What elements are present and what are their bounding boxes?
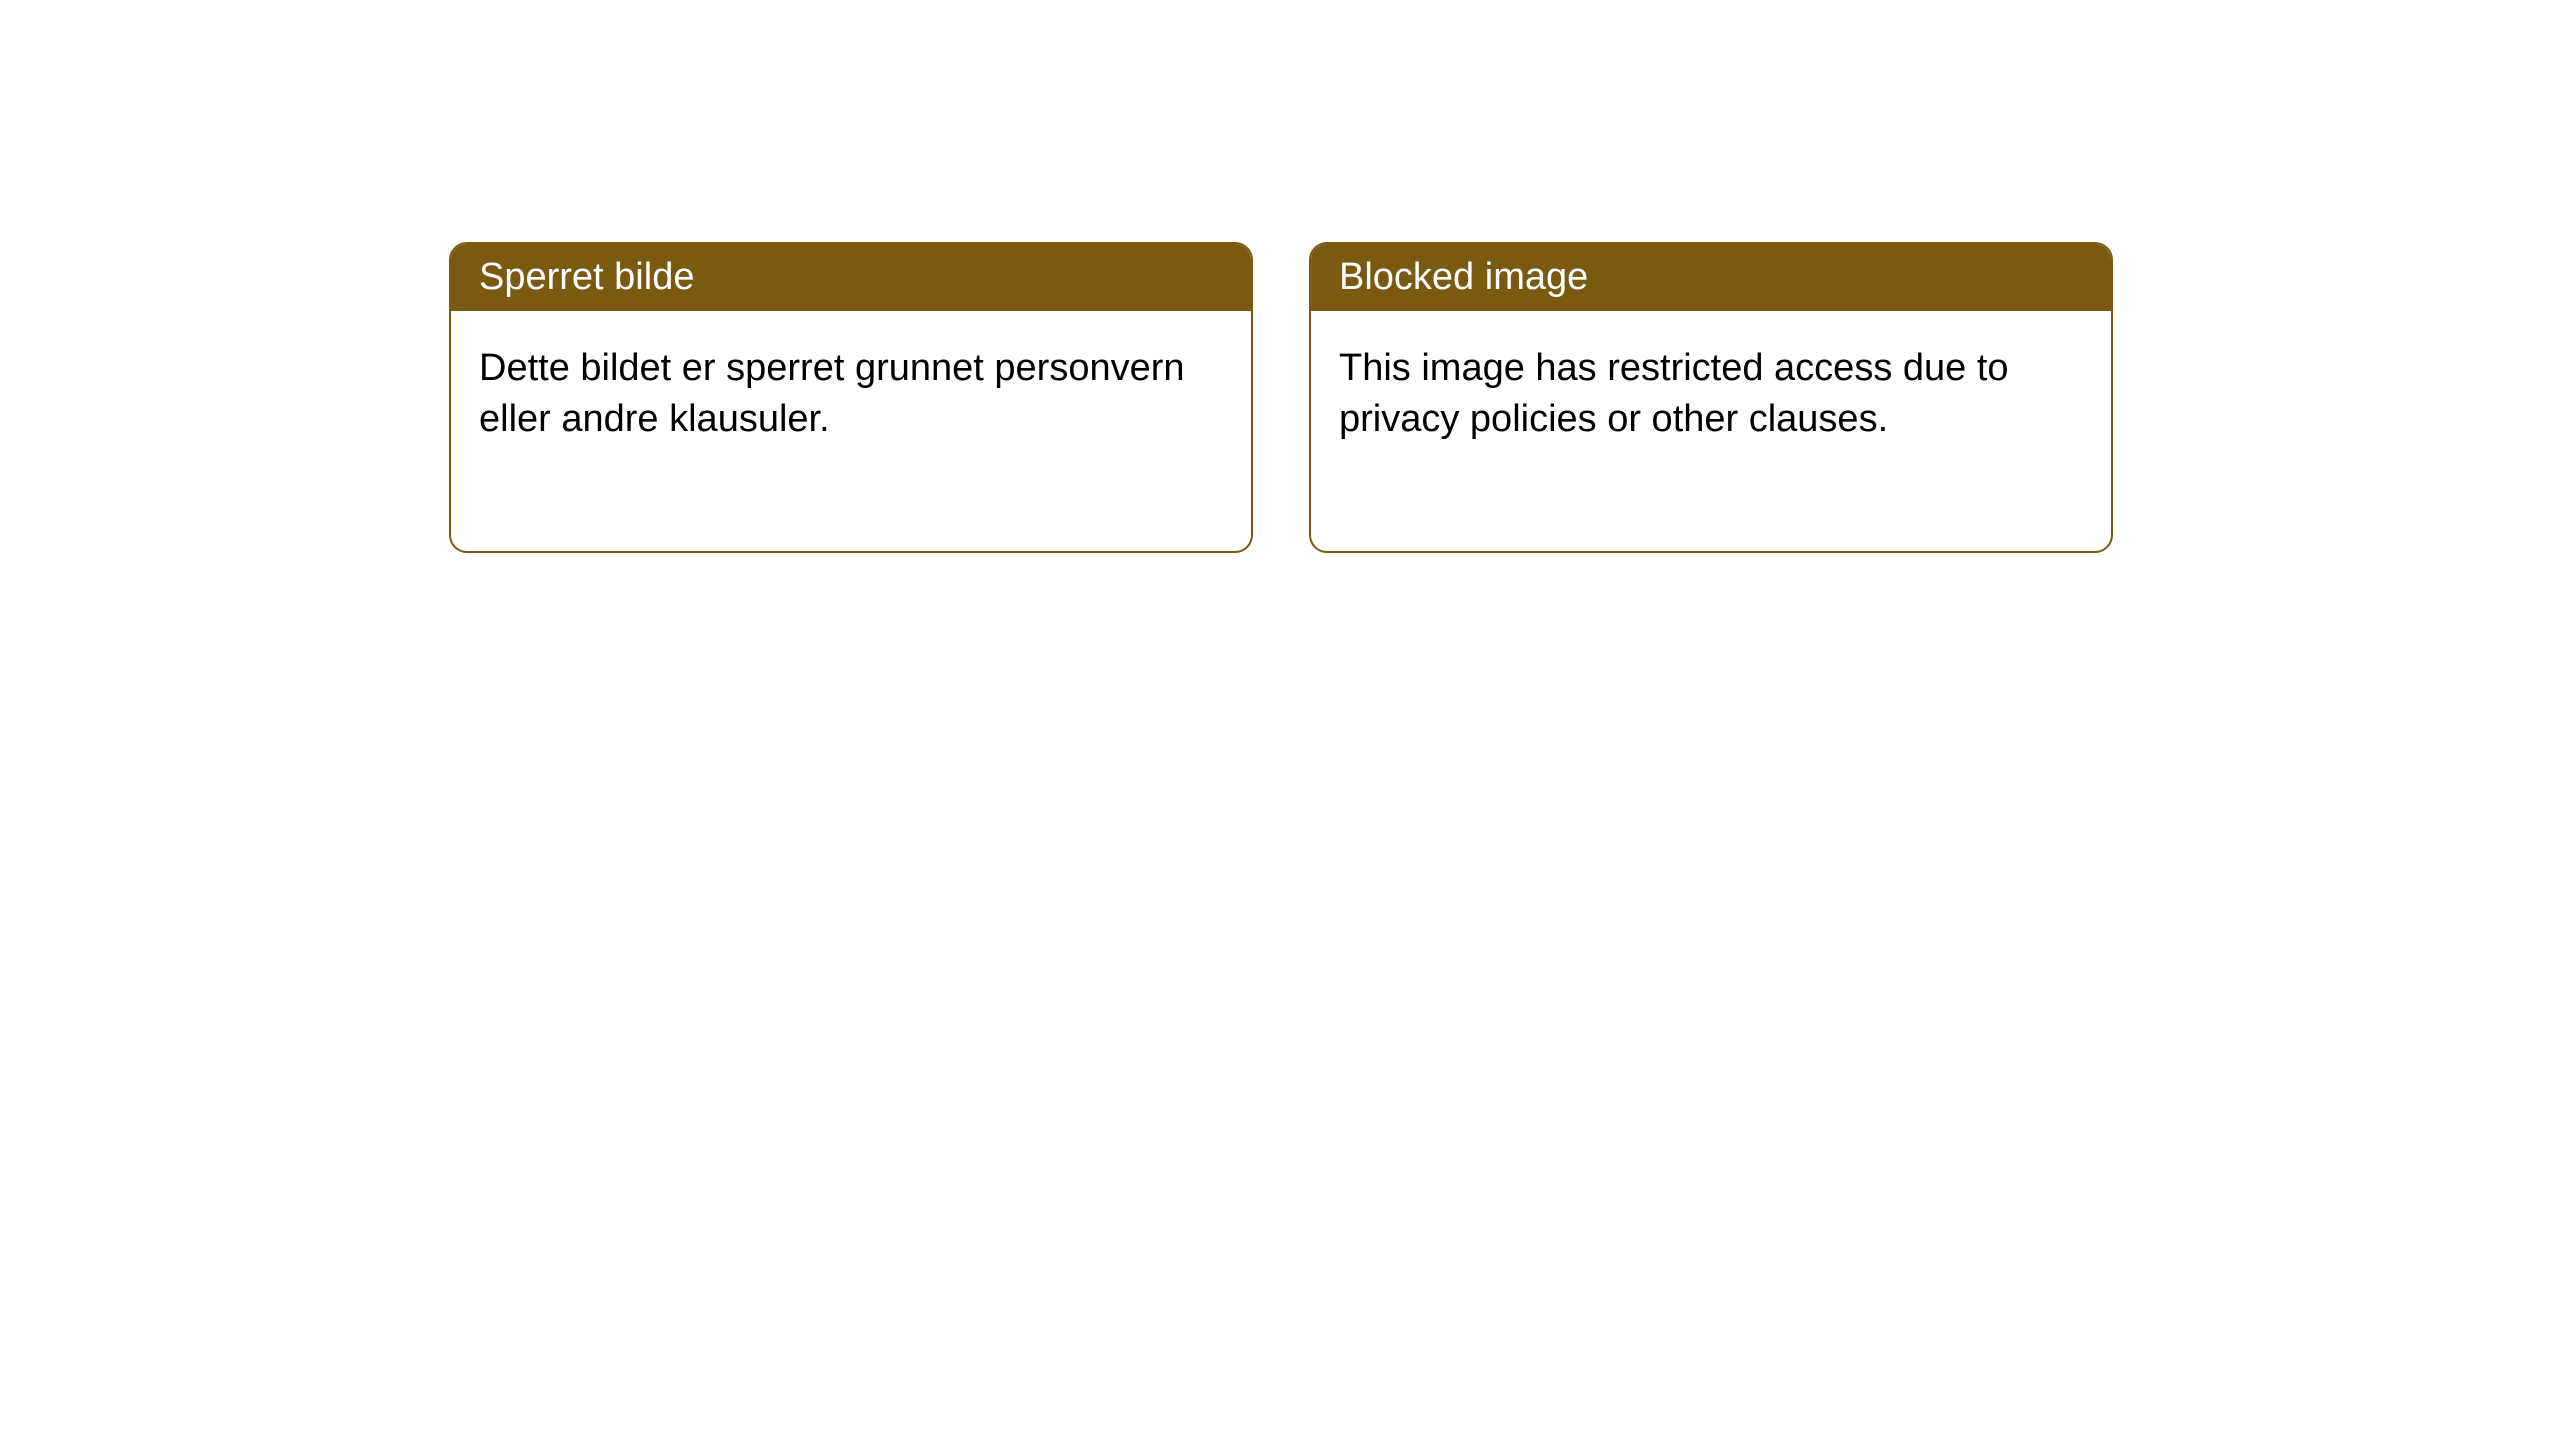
notice-cards-container: Sperret bilde Dette bildet er sperret gr… [0, 0, 2560, 553]
notice-card-norwegian: Sperret bilde Dette bildet er sperret gr… [449, 242, 1253, 553]
notice-card-english: Blocked image This image has restricted … [1309, 242, 2113, 553]
card-title: Blocked image [1339, 256, 1588, 298]
card-body: This image has restricted access due to … [1311, 311, 2111, 551]
card-body: Dette bildet er sperret grunnet personve… [451, 311, 1251, 551]
card-body-text: Dette bildet er sperret grunnet personve… [479, 347, 1185, 440]
card-body-text: This image has restricted access due to … [1339, 347, 2009, 440]
card-header: Blocked image [1311, 244, 2111, 311]
card-header: Sperret bilde [451, 244, 1251, 311]
card-title: Sperret bilde [479, 256, 694, 298]
